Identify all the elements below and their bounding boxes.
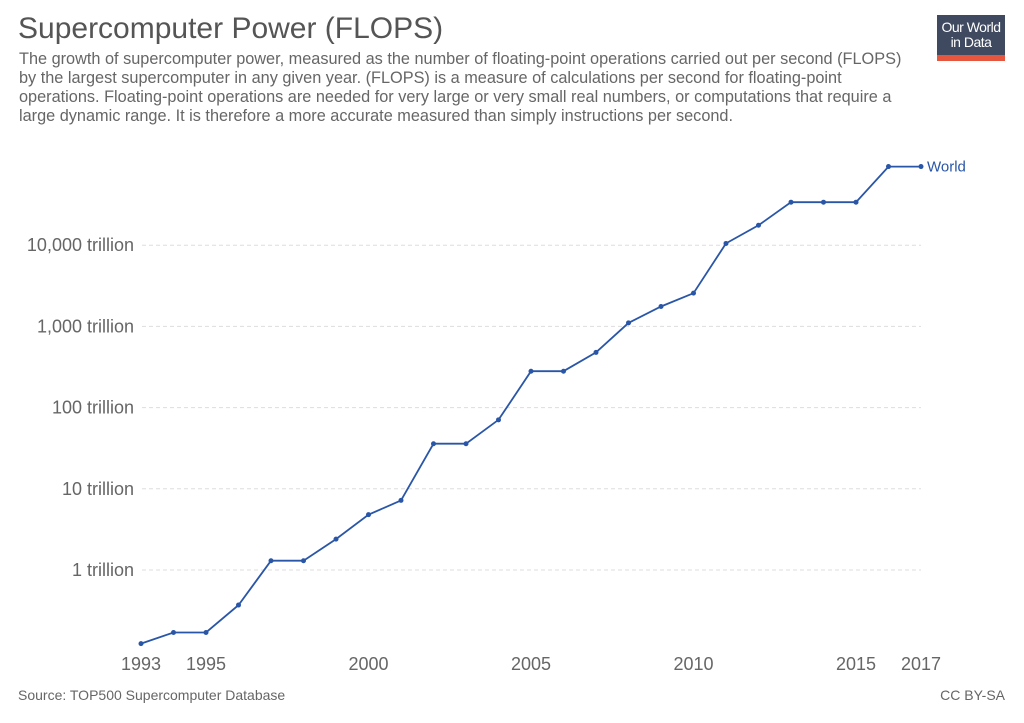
data-point (821, 199, 826, 205)
logo-bar (937, 55, 1005, 61)
data-point (691, 290, 696, 296)
owid-logo[interactable]: Our World in Data (937, 15, 1005, 61)
data-point (853, 199, 859, 205)
data-point (723, 240, 729, 246)
data-point (398, 497, 404, 503)
x-tick-label: 2000 (348, 654, 388, 674)
data-point (138, 641, 144, 647)
source-note[interactable]: Source: TOP500 Supercomputer Database (18, 687, 286, 703)
y-tick-label: 1 trillion (72, 560, 134, 580)
y-tick-label: 100 trillion (52, 398, 134, 418)
data-point (496, 417, 501, 423)
license-link[interactable]: CC BY-SA (940, 687, 1005, 703)
data-point (366, 512, 371, 518)
data-point (203, 629, 209, 635)
x-tick-label: 2015 (836, 654, 876, 674)
logo-line-2: in Data (950, 34, 992, 50)
series-label[interactable]: World (927, 159, 966, 176)
data-point (561, 368, 566, 374)
logo-line-1: Our World (941, 19, 1001, 35)
chart-subtitle: The growth of supercomputer power, measu… (19, 50, 902, 125)
data-point (918, 164, 924, 170)
series-line-world (140, 165, 921, 645)
x-tick-label: 1993 (121, 654, 161, 674)
y-tick-label: 1,000 trillion (37, 316, 134, 336)
data-point (463, 441, 469, 447)
y-tick-label: 10,000 trillion (27, 235, 134, 255)
data-point (431, 441, 436, 447)
data-point (788, 199, 794, 205)
data-point (528, 368, 534, 374)
data-point (333, 536, 339, 542)
data-point (268, 558, 274, 564)
data-point (593, 349, 599, 355)
data-point (626, 320, 631, 326)
y-tick-label: 10 trillion (62, 479, 134, 499)
data-point (756, 222, 761, 228)
x-tick-label: 1995 (186, 654, 226, 674)
data-point (886, 164, 891, 170)
data-point (171, 629, 176, 635)
x-tick-label: 2017 (901, 654, 941, 674)
data-point (236, 602, 241, 608)
x-tick-label: 2010 (673, 654, 713, 674)
chart-title: Supercomputer Power (FLOPS) (18, 12, 444, 45)
x-tick-label: 2005 (511, 654, 551, 674)
data-point (658, 303, 664, 309)
data-point (301, 558, 306, 564)
